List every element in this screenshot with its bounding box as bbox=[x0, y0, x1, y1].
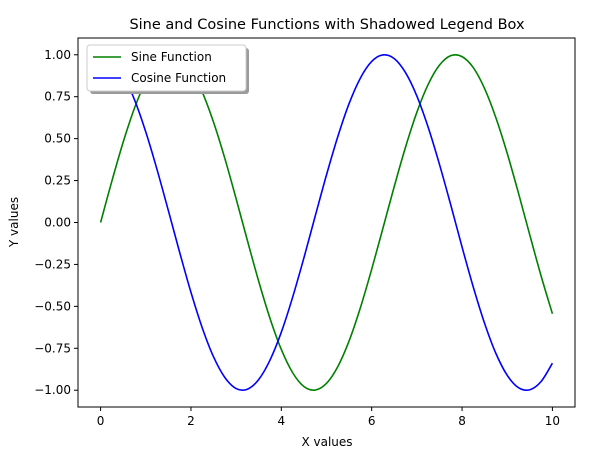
y-axis-label: Y values bbox=[7, 197, 21, 248]
x-tick-label: 4 bbox=[277, 414, 285, 428]
x-tick-label: 6 bbox=[368, 414, 376, 428]
y-tick-label: 1.00 bbox=[44, 48, 71, 62]
legend-box bbox=[86, 44, 247, 92]
y-tick-label: −0.25 bbox=[34, 257, 71, 271]
x-axis: 0 2 4 6 8 10 bbox=[97, 407, 560, 428]
y-tick-label: 0.50 bbox=[44, 132, 71, 146]
y-axis: 1.00 0.75 0.50 0.25 0.00 −0.25 −0.50 −0.75 −1.00 bbox=[34, 48, 78, 397]
series-line-cosine-function bbox=[100, 54, 554, 391]
y-tick-label: 0.75 bbox=[44, 90, 71, 104]
legend-label-cosine: Cosine Function bbox=[131, 71, 226, 85]
y-tick-label: −1.00 bbox=[34, 383, 71, 397]
x-tick-label: 10 bbox=[545, 414, 560, 428]
x-tick-label: 2 bbox=[187, 414, 195, 428]
x-tick-label: 0 bbox=[97, 414, 105, 428]
x-tick-label: 8 bbox=[458, 414, 466, 428]
legend-label-sine: Sine Function bbox=[131, 50, 212, 64]
x-axis-label: X values bbox=[301, 435, 352, 449]
y-tick-label: 0.00 bbox=[44, 216, 71, 230]
y-tick-label: −0.75 bbox=[34, 341, 71, 355]
legend: Sine Function Cosine Function bbox=[86, 44, 249, 94]
y-tick-label: −0.50 bbox=[34, 299, 71, 313]
y-tick-label: 0.25 bbox=[44, 174, 71, 188]
chart-title: Sine and Cosine Functions with Shadowed … bbox=[129, 17, 525, 33]
